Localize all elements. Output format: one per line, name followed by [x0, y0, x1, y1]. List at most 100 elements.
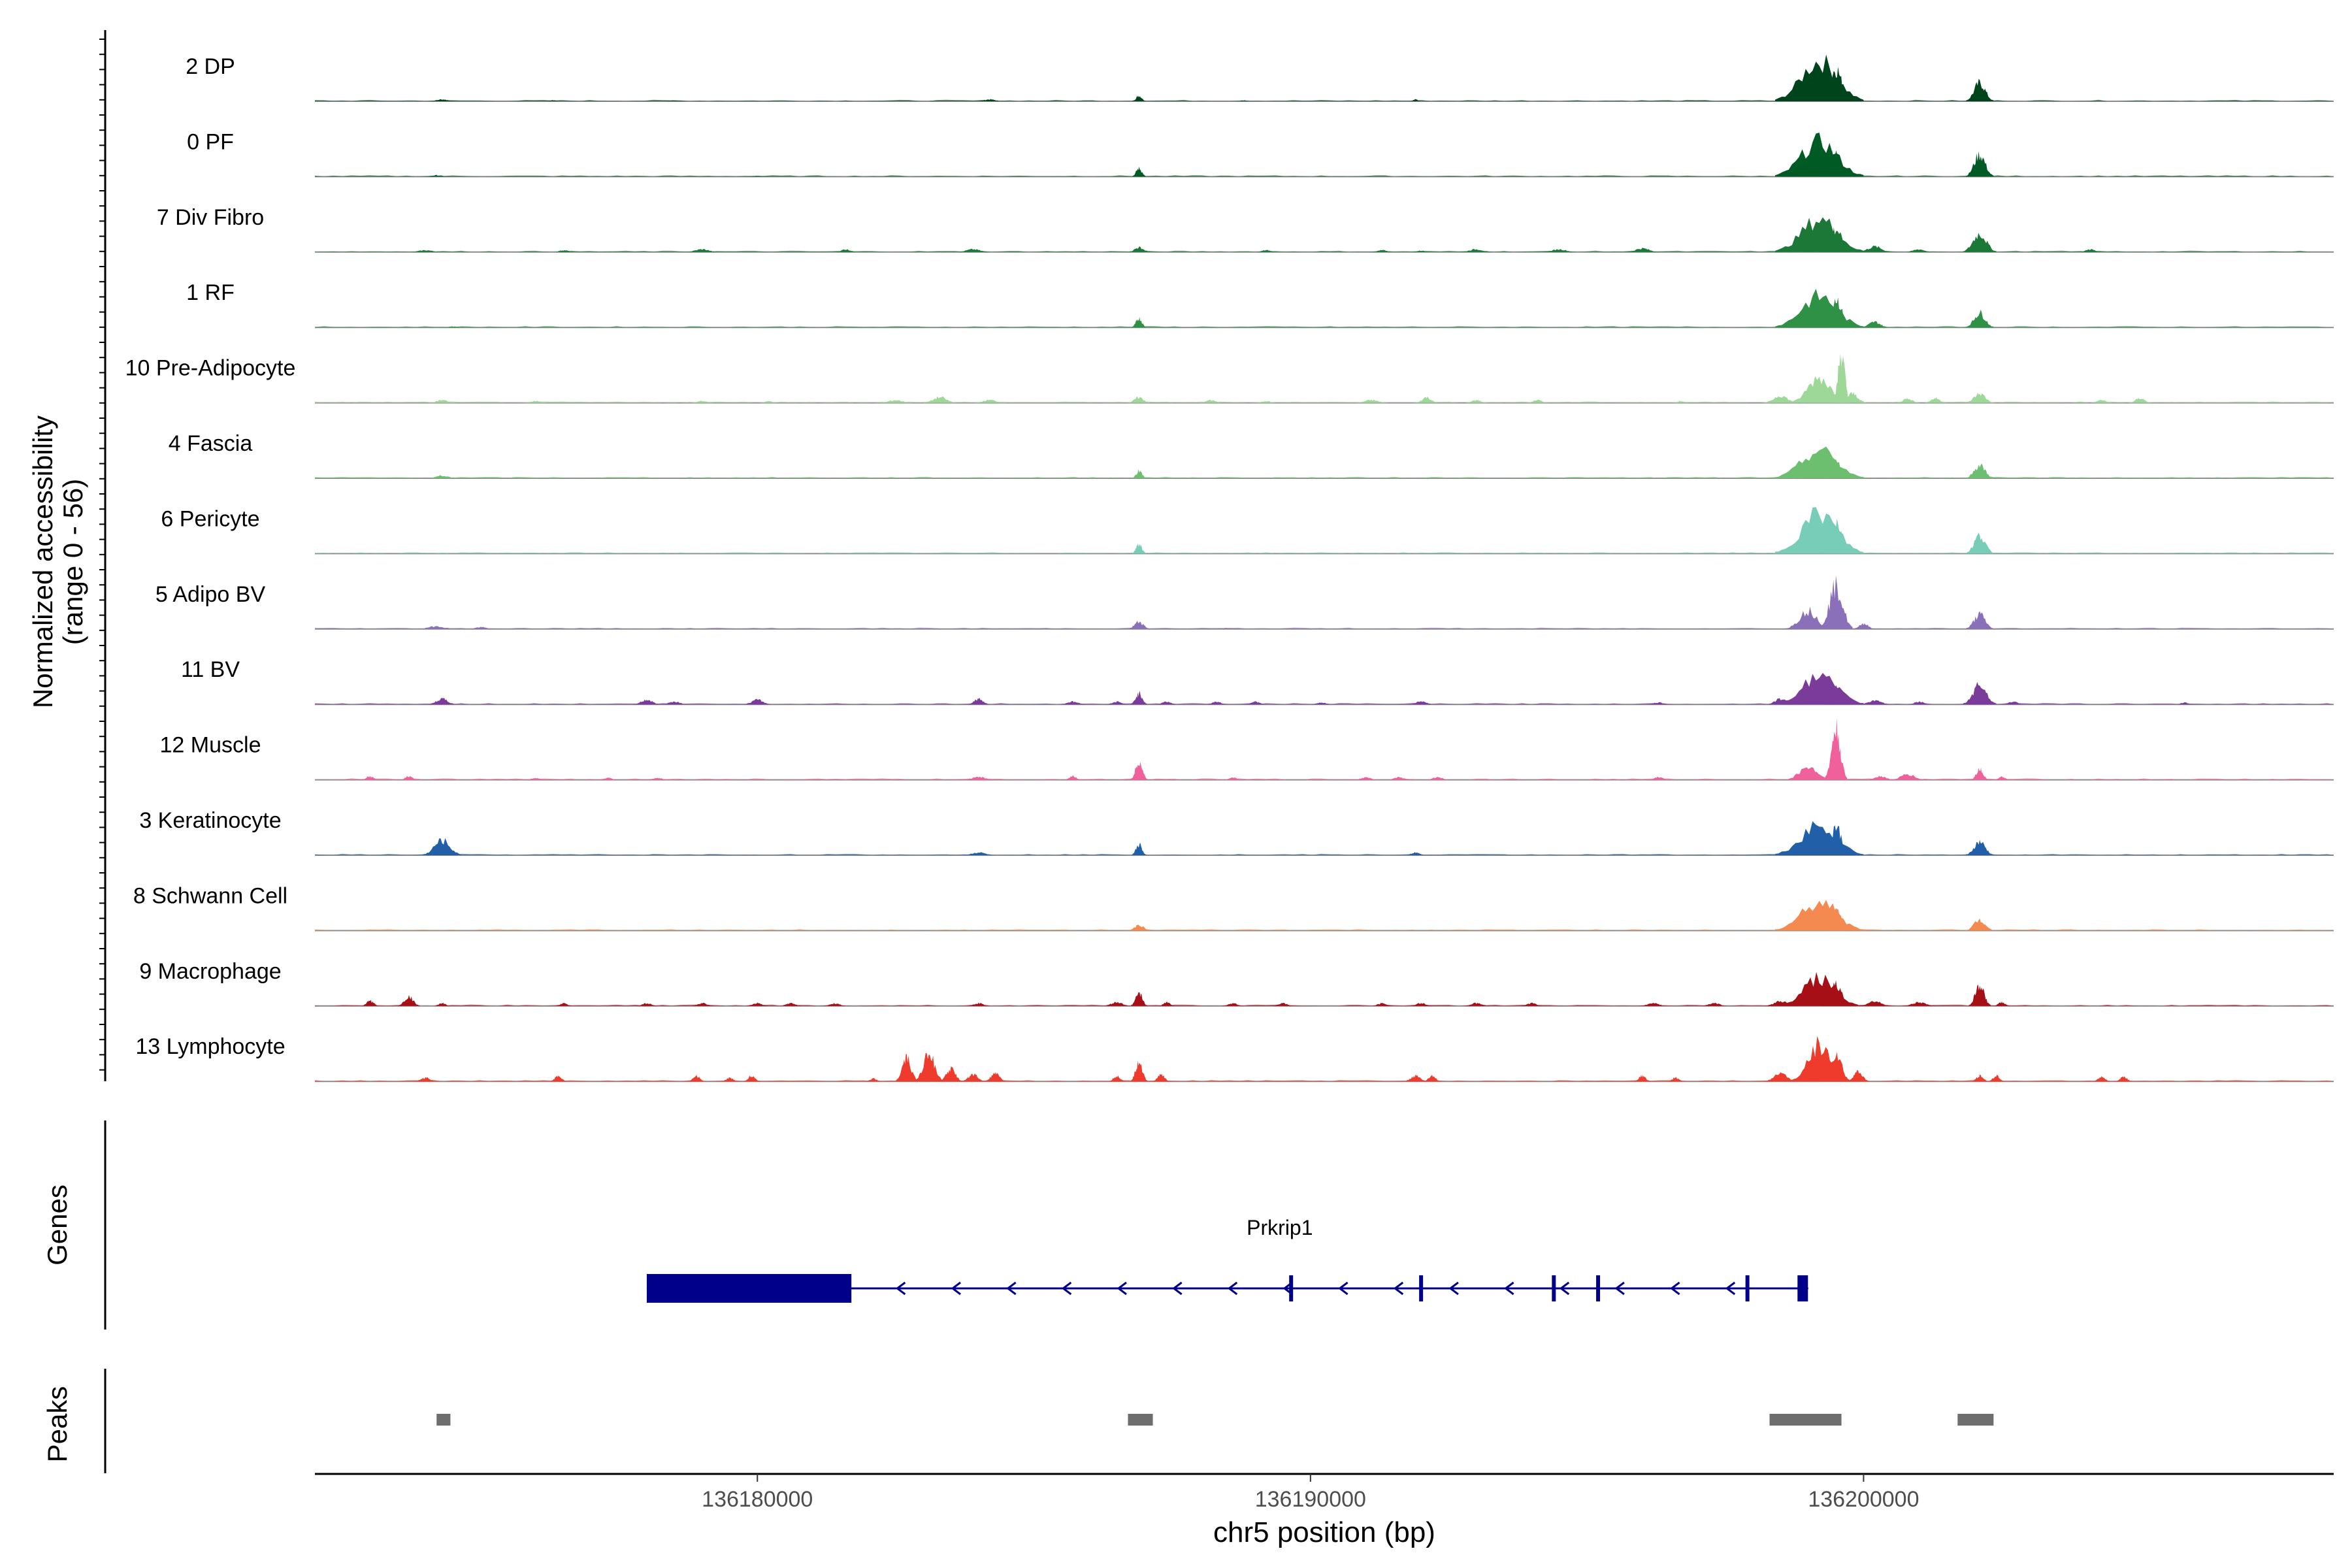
coverage-peak [1103, 1002, 1131, 1006]
coverage-peak [1128, 246, 1151, 252]
coverage-peak [743, 698, 772, 705]
strand-arrow [1670, 1281, 1680, 1296]
coverage-peak [428, 475, 456, 478]
coverage-tracks: 2 DP 0 PF 7 Div Fibro 1 RF 10 Pre-Adipocyte 4… [125, 54, 2334, 1083]
coverage-peak [1774, 289, 1864, 328]
coverage-peak [1897, 397, 1919, 403]
coverage-peak [1966, 611, 1994, 629]
gene-exon [1745, 1275, 1750, 1301]
track-8: 5 Adipo BV [155, 575, 2334, 630]
track-6: 4 Fascia [169, 431, 2334, 479]
strand-arrow [1504, 1281, 1514, 1296]
track-10: 12 Muscle [160, 718, 2334, 781]
coverage-peak [1904, 249, 1933, 252]
track-3: 7 Div Fibro [157, 205, 2334, 253]
coverage-peak [2129, 397, 2151, 403]
y-axis-label-line2: (range 0 - 56) [57, 479, 88, 645]
coverage-peak [1404, 1074, 1427, 1082]
coverage-peak [1966, 78, 1994, 101]
track-7: 6 Pericyte [161, 506, 2334, 555]
coverage-peak [685, 249, 719, 252]
coverage-peak [1415, 396, 1438, 403]
coverage-peak [1821, 825, 1850, 855]
coverage-peak [1968, 984, 1991, 1006]
coverage-peak [1700, 1002, 1728, 1006]
coverage-noise [315, 929, 2334, 931]
coverage-peak [1132, 317, 1147, 328]
coverage-peak [1460, 248, 1494, 252]
gene-exon [1419, 1275, 1424, 1301]
coverage-peak [423, 838, 462, 855]
coverage-peak [1821, 459, 1850, 478]
coverage-peak [1354, 777, 1377, 780]
coverage-peak [1857, 245, 1891, 252]
peak-region [436, 1414, 451, 1426]
coverage-peak [1993, 1002, 2010, 1006]
coverage-peak [1625, 248, 1659, 252]
track-11: 3 Keratinocyte [139, 808, 2334, 856]
coverage-peak [636, 1003, 658, 1006]
coverage-peak [1132, 543, 1147, 554]
track-5: 10 Pre-Adipocyte [125, 353, 2334, 404]
coverage-peak [721, 1077, 738, 1082]
coverage-peak [1971, 767, 1988, 780]
coverage-peak [1971, 1074, 1988, 1082]
coverage-peak [1130, 691, 1148, 705]
track-label: 0 PF [187, 129, 234, 154]
track-label: 1 RF [186, 280, 235, 305]
coverage-peak [1132, 95, 1147, 101]
coverage-noise [315, 250, 2334, 252]
coverage-peak [1310, 702, 1333, 705]
coverage-peak [1963, 681, 1997, 705]
coverage-peak [1821, 980, 1850, 1006]
coverage-peak [1764, 1072, 1797, 1082]
coverage-peak [1158, 1002, 1175, 1006]
coverage-peak [1852, 623, 1875, 629]
coverage-peak [1130, 761, 1148, 780]
track-label: 6 Pericyte [161, 506, 259, 531]
track-14: 13 Lymphocyte [135, 1034, 2334, 1083]
coverage-peak [1819, 150, 1848, 177]
coverage-noise [315, 99, 2334, 101]
coverage-noise [315, 476, 2334, 478]
coverage-peak [1993, 776, 2010, 780]
coverage-peak [1966, 840, 1994, 855]
coverage-peak [1152, 1073, 1169, 1082]
coverage-peak [915, 1053, 943, 1082]
coverage-peak [1155, 701, 1178, 705]
peaks-panel: Peaks [42, 1369, 1994, 1473]
coverage-peak [1465, 399, 1488, 403]
coverage-peak [1847, 1070, 1869, 1082]
track-label: 3 Keratinocyte [139, 808, 281, 833]
coverage-peak [1058, 700, 1086, 705]
peak-region [1128, 1414, 1153, 1426]
coverage-peak [1866, 776, 1894, 780]
track-4: 1 RF [186, 280, 2334, 329]
track-label: 11 BV [181, 657, 240, 682]
coverage-peak [1774, 821, 1864, 855]
coverage-peak [1426, 777, 1449, 780]
gene-exon [1596, 1275, 1601, 1301]
coverage-peak [1132, 167, 1147, 177]
coverage-peak [1128, 924, 1151, 931]
gene-utr-block [646, 1274, 852, 1303]
coverage-peak [408, 250, 442, 252]
coverage-peak [1132, 842, 1147, 855]
strand-arrow [895, 1281, 906, 1296]
strand-arrow [1117, 1281, 1127, 1296]
coverage-peak [1821, 297, 1850, 328]
track-label: 7 Div Fibro [157, 205, 264, 230]
coverage-peak [1966, 463, 1994, 478]
gene-model: Prkrip1 [646, 1216, 1808, 1303]
coverage-peak [1424, 1075, 1441, 1082]
coverage-peak [431, 552, 453, 554]
track-label: 12 Muscle [160, 733, 261, 758]
gene-exon [1289, 1275, 1294, 1301]
coverage-peak [984, 1072, 1007, 1082]
coverage-peak [967, 697, 990, 705]
coverage-peak [1774, 54, 1864, 101]
coverage-noise [315, 1004, 2334, 1006]
track-label: 10 Pre-Adipocyte [125, 356, 296, 381]
coverage-peak [1821, 685, 1850, 705]
coverage-peak [428, 698, 456, 705]
